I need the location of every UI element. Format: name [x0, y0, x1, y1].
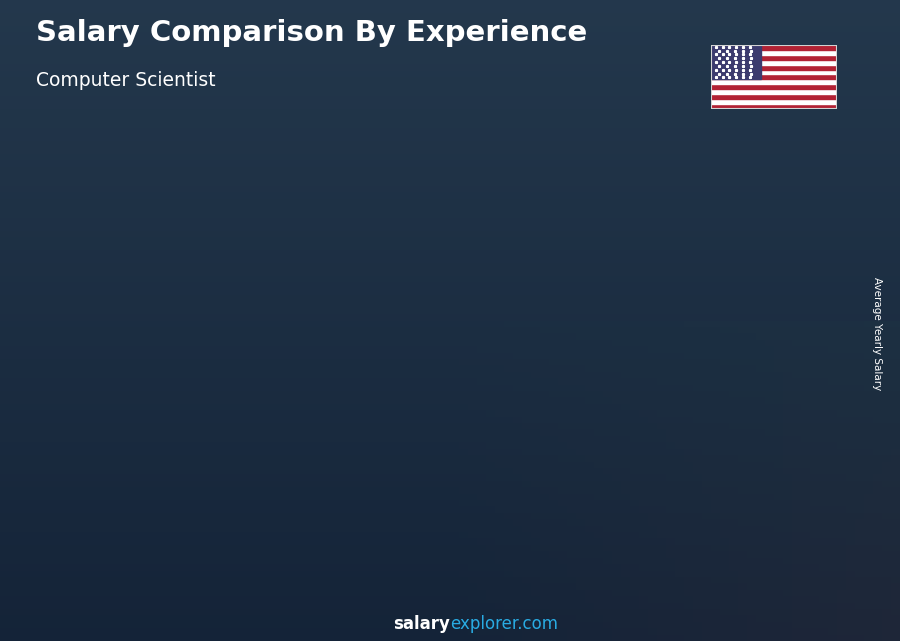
Bar — [263, 366, 269, 564]
Text: salary: salary — [393, 615, 450, 633]
Bar — [592, 224, 660, 564]
Text: +18%: +18% — [401, 178, 465, 197]
Bar — [711, 79, 837, 85]
Text: Salary Comparison By Experience: Salary Comparison By Experience — [36, 19, 587, 47]
Bar — [202, 366, 269, 564]
Bar — [723, 202, 790, 206]
Text: 180,000 USD: 180,000 USD — [350, 281, 436, 294]
Text: 212,000 USD: 212,000 USD — [485, 235, 572, 248]
Bar — [711, 50, 837, 54]
Bar — [462, 257, 530, 564]
Bar — [71, 408, 139, 412]
Bar — [132, 408, 139, 564]
Bar — [523, 257, 530, 564]
Bar — [711, 99, 837, 104]
Bar — [711, 65, 837, 69]
Bar — [711, 74, 837, 79]
Bar — [392, 304, 400, 564]
Text: +6%: +6% — [669, 127, 718, 146]
Bar — [711, 104, 837, 109]
Text: Computer Scientist: Computer Scientist — [36, 71, 216, 90]
Bar — [711, 89, 837, 94]
Bar — [711, 45, 761, 79]
Text: 137,000 USD: 137,000 USD — [225, 342, 312, 354]
Bar — [711, 69, 837, 74]
Bar — [711, 85, 837, 89]
Bar — [653, 224, 660, 564]
Bar — [332, 304, 400, 564]
Text: Average Yearly Salary: Average Yearly Salary — [872, 277, 883, 390]
Bar — [592, 224, 660, 228]
Bar — [711, 94, 837, 99]
Text: +26%: +26% — [139, 300, 202, 319]
Bar — [711, 60, 837, 65]
Bar — [332, 304, 400, 307]
Text: 108,000 USD: 108,000 USD — [68, 382, 156, 395]
Bar — [711, 54, 837, 60]
Bar — [202, 366, 269, 369]
Bar — [723, 202, 790, 564]
Text: explorer.com: explorer.com — [450, 615, 558, 633]
Text: +32%: +32% — [269, 228, 332, 247]
Text: 250,000 USD: 250,000 USD — [756, 180, 843, 193]
Bar — [711, 45, 837, 50]
Bar — [783, 202, 790, 564]
Text: 235,000 USD: 235,000 USD — [619, 202, 706, 215]
Text: +11%: +11% — [532, 140, 595, 159]
Bar — [462, 257, 530, 261]
Bar — [71, 408, 139, 564]
